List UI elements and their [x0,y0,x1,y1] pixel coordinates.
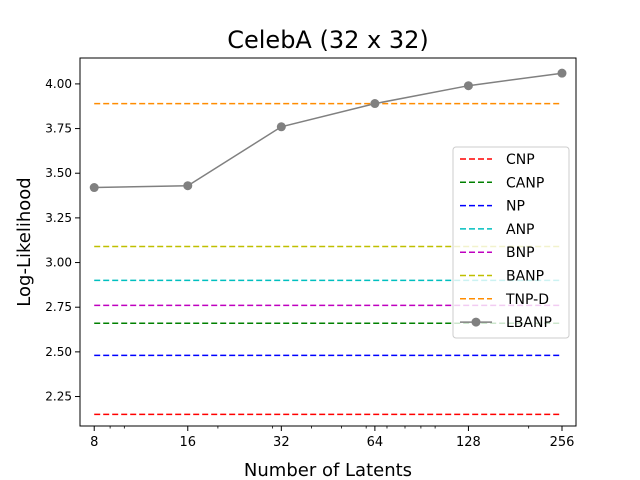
data-point-lbanp [183,181,193,191]
plot-frame [79,57,577,427]
x-tick-label: 16 [180,435,197,450]
legend-marker-lbanp [471,317,481,327]
x-axis-label: Number of Latents [244,460,412,480]
y-axis: 2.25 2.50 2.75 3.00 3.25 3.50 3.75 4.00 [45,77,80,404]
x-tick-label: 256 [550,435,575,450]
legend-label-lbanp: LBANP [506,315,552,331]
legend-label-bnp: BNP [506,245,535,261]
legend-label-anp: ANP [506,222,535,238]
y-tick-label: 3.50 [45,166,72,180]
legend-label-tnp-d: TNP-D [505,292,549,308]
y-axis-label: Log-Likelihood [14,177,35,306]
y-tick-label: 2.50 [45,345,72,359]
y-tick-label: 3.00 [45,256,72,270]
chart-title: CelebA (32 x 32) [227,26,429,54]
x-tick-label: 8 [90,435,98,450]
data-point-lbanp [370,99,380,109]
legend-label-np: NP [506,199,525,215]
x-tick-label: 128 [456,435,481,450]
series-line-lbanp [94,72,563,189]
legend: CNP CANP NP ANP BNP BANP TNP-D LBANP [452,146,570,339]
y-tick-label: 3.25 [45,211,72,225]
y-tick-label: 3.75 [45,122,72,136]
y-tick-label: 2.75 [45,300,72,314]
x-tick-label: 64 [367,435,384,450]
y-tick-label: 4.00 [45,77,72,91]
data-point-lbanp [276,122,286,132]
legend-box [452,146,570,339]
legend-label-canp: CANP [506,175,544,191]
data-point-lbanp [89,183,99,193]
data-point-lbanp [557,68,567,78]
x-axis: 8 16 32 64 128 256 [90,426,574,450]
data-point-lbanp [463,81,473,91]
legend-label-cnp: CNP [506,152,535,168]
legend-label-banp: BANP [506,269,544,285]
x-tick-label: 32 [273,435,290,450]
y-tick-label: 2.25 [45,390,72,404]
